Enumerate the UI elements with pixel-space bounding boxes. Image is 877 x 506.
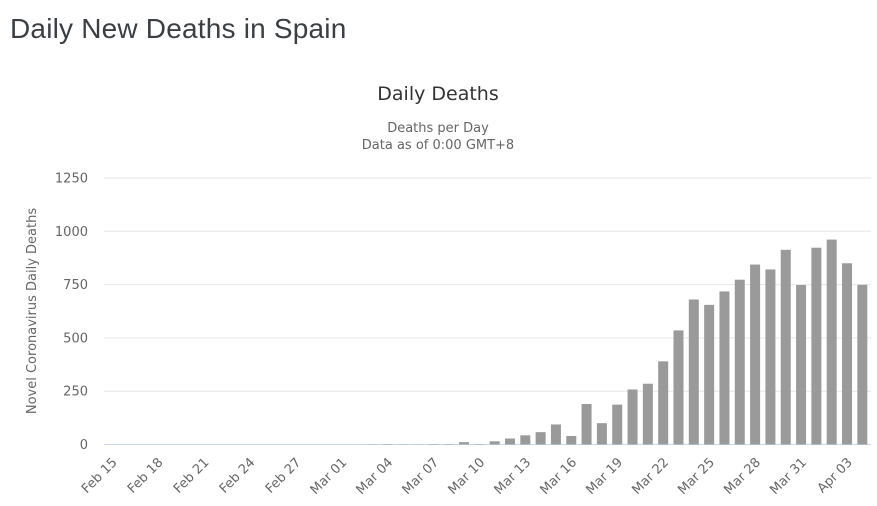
x-tick-label: Mar 19 — [583, 455, 626, 498]
bar-mar-13[interactable] — [520, 435, 531, 445]
bar-mar-20[interactable] — [627, 389, 638, 445]
y-tick-label: 500 — [63, 331, 88, 346]
bar-mar-24[interactable] — [688, 299, 699, 445]
y-tick-label: 750 — [63, 278, 88, 293]
bar-mar-11[interactable] — [489, 441, 500, 445]
chart-title: Daily Deaths — [377, 83, 498, 105]
x-tick-label: Apr 03 — [815, 455, 856, 496]
bar-mar-27[interactable] — [734, 279, 745, 445]
bar-mar-18[interactable] — [596, 423, 607, 445]
daily-deaths-chart: Daily Deaths Deaths per Day Data as of 0… — [25, 83, 871, 498]
bar-mar-28[interactable] — [750, 264, 761, 445]
bar-mar-22[interactable] — [658, 361, 669, 445]
y-tick-label: 1250 — [55, 172, 88, 187]
y-tick-label: 1000 — [55, 225, 88, 240]
x-tick-label: Feb 21 — [171, 455, 213, 497]
chart-subtitle-line1: Deaths per Day — [387, 121, 489, 136]
x-tick-label: Mar 13 — [492, 455, 535, 498]
bar-mar-23[interactable] — [673, 330, 684, 445]
bar-mar-15[interactable] — [550, 424, 561, 445]
bar-apr-04[interactable] — [857, 284, 868, 445]
bar-mar-30[interactable] — [780, 249, 791, 445]
bar-mar-25[interactable] — [704, 304, 715, 445]
bar-mar-09[interactable] — [459, 442, 470, 445]
y-axis-title: Novel Coronavirus Daily Deaths — [25, 208, 40, 414]
x-tick-label: Feb 18 — [125, 455, 167, 497]
y-tick-label: 0 — [80, 438, 88, 453]
x-tick-label: Feb 15 — [79, 455, 121, 497]
bar-mar-16[interactable] — [566, 435, 577, 445]
x-tick-label: Mar 07 — [400, 455, 443, 498]
x-tick-label: Mar 22 — [629, 455, 672, 498]
bar-apr-01[interactable] — [811, 247, 822, 445]
bar-mar-17[interactable] — [581, 403, 592, 445]
y-tick-label: 250 — [63, 385, 88, 400]
x-tick-label: Mar 16 — [538, 455, 581, 498]
bar-mar-12[interactable] — [504, 438, 515, 445]
x-tick-label: Mar 10 — [446, 455, 489, 498]
x-tick-label: Mar 01 — [308, 455, 351, 498]
bar-mar-26[interactable] — [719, 291, 730, 445]
bar-mar-19[interactable] — [612, 404, 623, 445]
page-title: Daily New Deaths in Spain — [10, 12, 347, 44]
x-tick-label: Feb 24 — [217, 455, 259, 497]
chart-subtitle-line2: Data as of 0:00 GMT+8 — [362, 138, 514, 153]
x-tick-label: Mar 25 — [675, 455, 718, 498]
x-tick-label: Mar 28 — [721, 455, 764, 498]
x-tick-label: Mar 04 — [354, 455, 397, 498]
x-tick-label: Mar 31 — [767, 455, 810, 498]
bar-apr-02[interactable] — [826, 239, 837, 445]
bar-mar-31[interactable] — [796, 285, 807, 445]
bar-mar-14[interactable] — [535, 432, 546, 445]
x-tick-label: Feb 27 — [263, 455, 305, 497]
bar-mar-29[interactable] — [765, 269, 776, 445]
bar-mar-21[interactable] — [642, 383, 653, 445]
bar-apr-03[interactable] — [842, 263, 853, 445]
